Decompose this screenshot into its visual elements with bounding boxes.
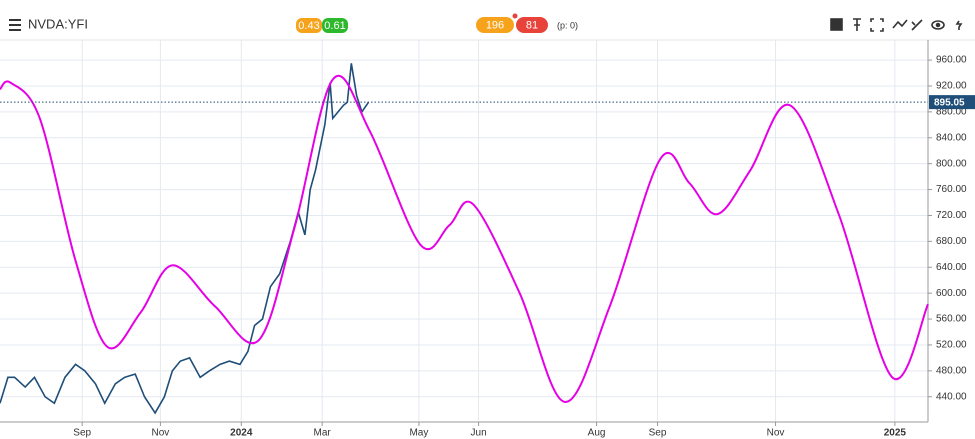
price-label: 895.05 [934, 97, 965, 108]
x-tick-label: Mar [314, 428, 332, 439]
badge-text: 0.61 [324, 20, 345, 32]
x-tick-label: Nov [767, 428, 785, 439]
price-tag [929, 95, 975, 110]
y-tick-label: 480.00 [936, 365, 967, 376]
y-tick-label: 600.00 [936, 288, 967, 299]
menu-icon[interactable] [9, 19, 21, 31]
count-text: 196 [486, 19, 504, 31]
y-tick-label: 440.00 [936, 391, 967, 402]
badge [296, 18, 322, 33]
y-tick-label: 520.00 [936, 340, 967, 351]
y-tick-label: 680.00 [936, 236, 967, 247]
badge-text: 0.43 [298, 20, 319, 32]
dot [512, 13, 518, 19]
x-tick-label: 2025 [884, 428, 907, 439]
x-tick-label: Aug [588, 428, 606, 439]
y-tick-label: 840.00 [936, 132, 967, 143]
y-tick-label: 960.00 [936, 55, 967, 66]
y-tick-label: 760.00 [936, 184, 967, 195]
y-tick-label: 920.00 [936, 81, 967, 92]
x-tick-label: 2024 [230, 428, 253, 439]
x-tick-label: Sep [649, 428, 667, 439]
x-tick-label: Sep [73, 428, 91, 439]
y-tick-label: 720.00 [936, 210, 967, 221]
count-pill [516, 17, 548, 33]
count-text: 81 [526, 19, 538, 31]
y-tick-label: 880.00 [936, 107, 967, 118]
pending: (p: 0) [557, 20, 578, 30]
x-tick-label: May [409, 428, 428, 439]
tool-icons[interactable] [830, 18, 963, 32]
series-line [0, 63, 370, 415]
x-tick-label: Jun [471, 428, 487, 439]
symbol: NVDA:YFI [28, 16, 88, 31]
y-tick-label: 640.00 [936, 262, 967, 273]
y-tick-label: 560.00 [936, 314, 967, 325]
x-tick-label: Nov [152, 428, 170, 439]
badge [322, 18, 348, 33]
series-line [0, 75, 929, 403]
count-pill [476, 17, 514, 33]
y-tick-label: 800.00 [936, 158, 967, 169]
